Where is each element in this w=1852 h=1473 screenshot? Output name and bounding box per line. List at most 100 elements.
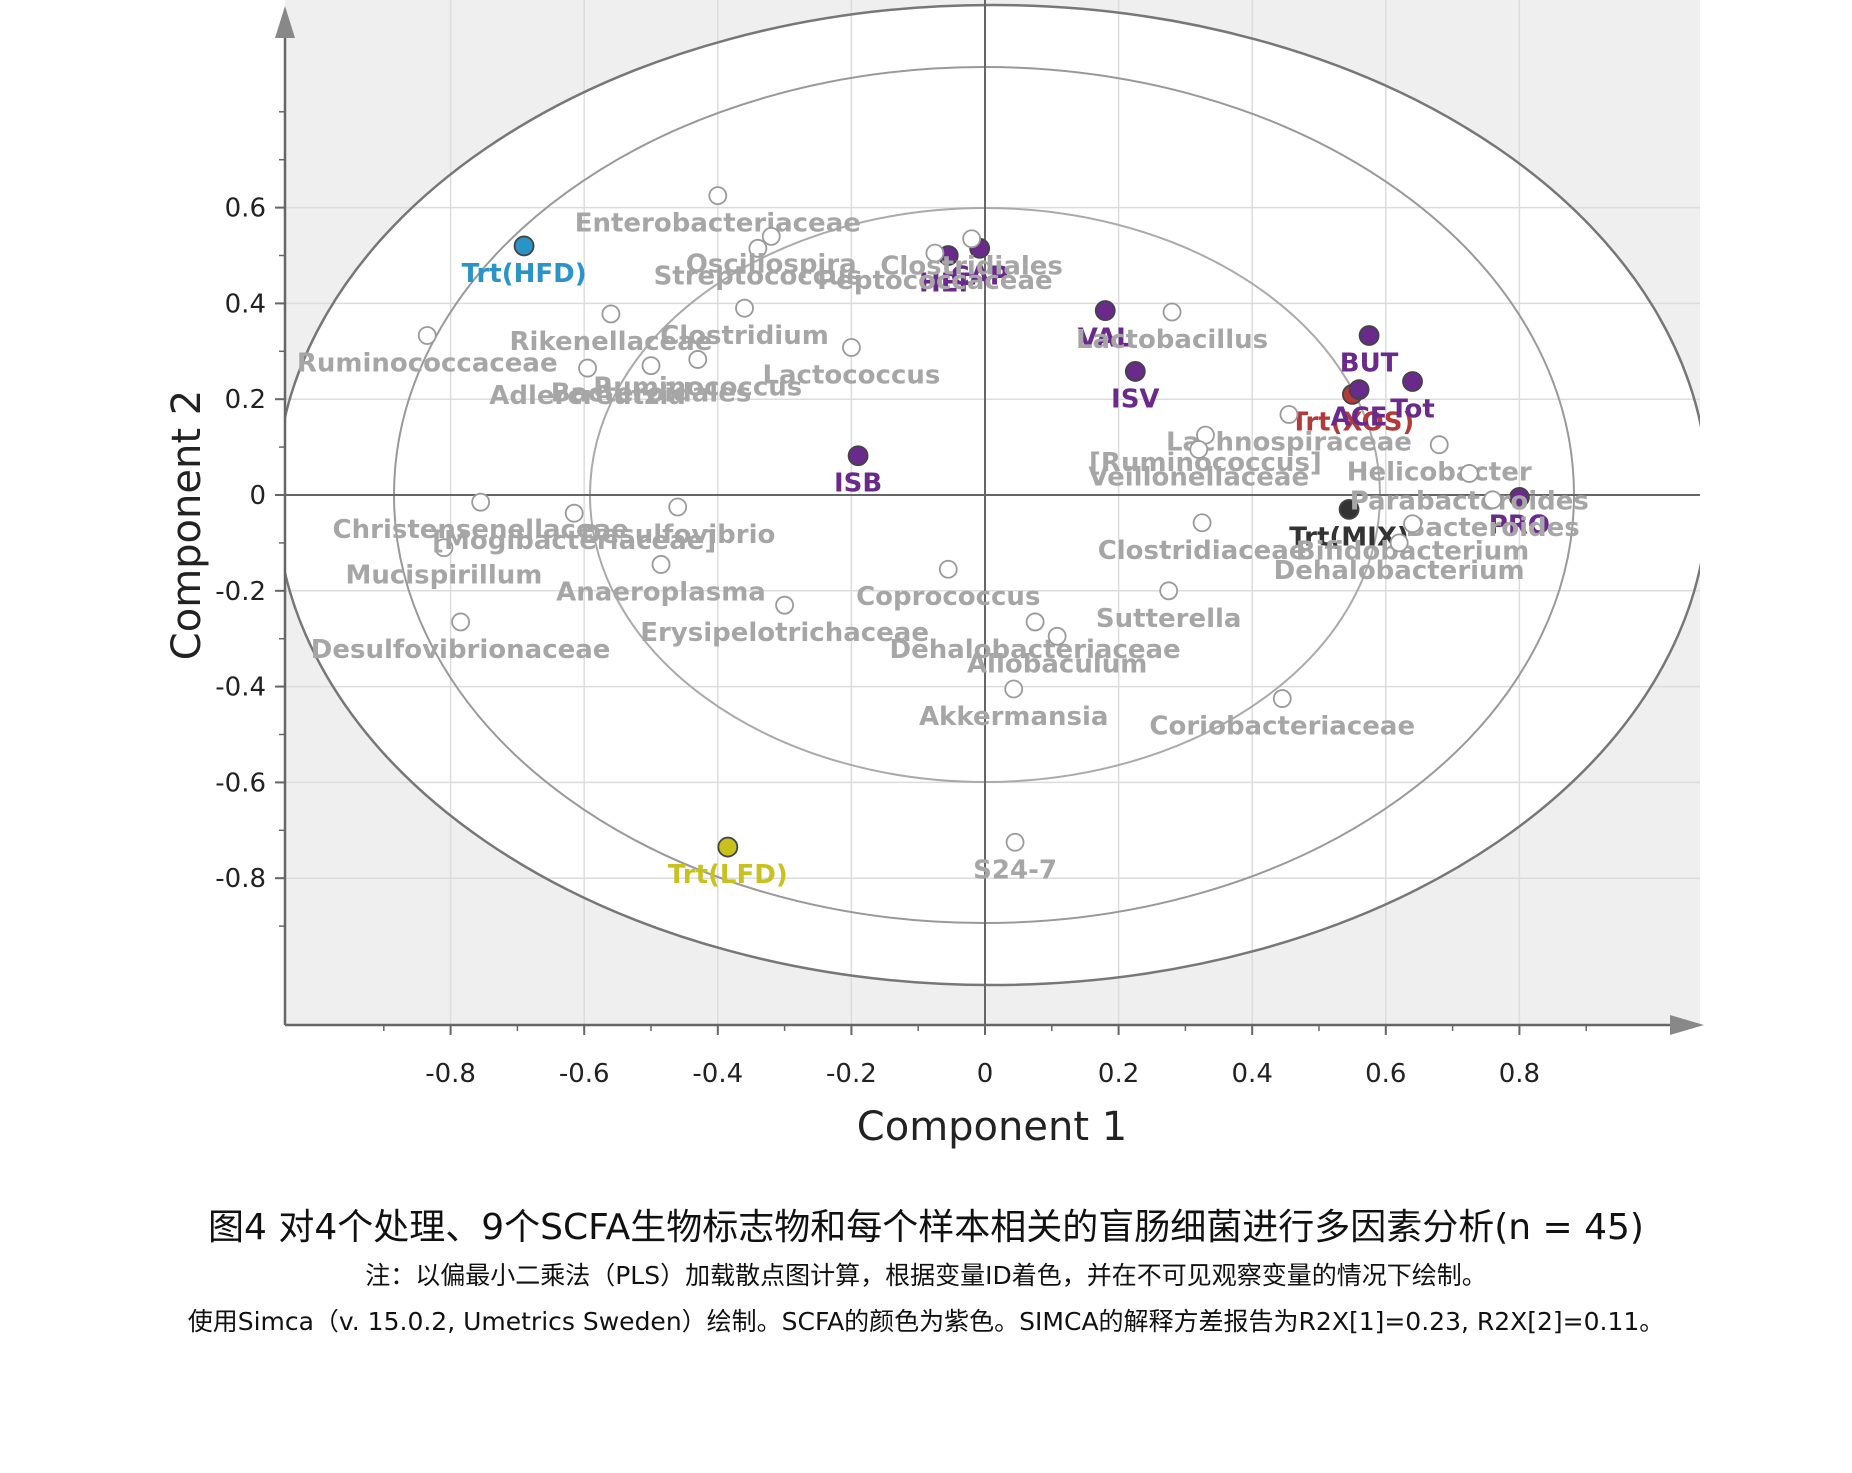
data-point-pro: [1509, 486, 1530, 508]
data-point-bacteroides: [1483, 490, 1503, 510]
point-label: Sutterella: [1096, 604, 1242, 634]
point-label: Trt(MIX): [1289, 522, 1409, 552]
point-label: BUT: [1340, 348, 1399, 378]
data-point-clostridiales: [962, 229, 982, 249]
y-tick-label: -0.2: [215, 577, 266, 607]
data-point-desulfovibrio: [668, 497, 688, 517]
y-axis-arrow: [275, 6, 295, 38]
y-tick-label: -0.4: [215, 673, 266, 703]
outer-shaded-region: [285, 0, 1700, 1025]
data-point-trt-mix: [1338, 498, 1360, 520]
point-label: Allobaculum: [967, 649, 1147, 679]
data-point-peptococcaceae: [925, 243, 945, 263]
point-label: Dehalobacteriaceae: [890, 635, 1181, 665]
point-label: Desulfovibrio: [580, 520, 775, 550]
data-point-but: [1358, 325, 1380, 346]
point-label: Coriobacteriaceae: [1149, 712, 1415, 742]
point-label: CAP: [951, 261, 1009, 291]
data-point-tot: [1402, 371, 1423, 392]
data-point-dehalobacteriaceae: [1025, 612, 1045, 632]
x-tick-label: -0.8: [425, 1059, 476, 1089]
point-label: Streptococcus: [654, 261, 863, 291]
data-point-lachnospiraceae: [1279, 405, 1299, 424]
data-point-mogibacteriaceae: [564, 503, 584, 523]
y-tick-label: 0.4: [225, 289, 266, 319]
point-label: [Mogibacteriaceae]: [432, 526, 716, 556]
data-point-enterobacteriaceae: [708, 186, 728, 206]
data-point-bacteroidales: [641, 356, 661, 376]
data-point-ace: [1348, 379, 1370, 401]
point-label: Enterobacteriaceae: [575, 209, 861, 239]
y-tick-label: -0.8: [215, 864, 266, 894]
data-point-mucispirillum: [434, 538, 454, 558]
data-point-clostridiaceae: [1192, 513, 1212, 533]
point-label: Akkermansia: [919, 702, 1109, 732]
point-label: Bacteroidales: [551, 379, 752, 409]
x-tick-label: 0.8: [1499, 1059, 1540, 1089]
point-label: Trt(HFD): [462, 259, 587, 289]
data-point-lactococcus: [842, 338, 861, 357]
point-label: Peptococcaceae: [817, 266, 1052, 296]
data-point-dehalobacterium: [1389, 533, 1409, 553]
point-label: Tot: [1390, 394, 1435, 424]
data-point-bifidobacterium: [1403, 514, 1422, 534]
point-label: Coprococcus: [856, 582, 1040, 612]
point-label: ISB: [834, 469, 882, 499]
point-label: Rikenellaceae: [509, 327, 712, 357]
data-point-akkermansia: [1004, 679, 1024, 699]
x-tick-label: 0.4: [1232, 1059, 1273, 1089]
data-point-coriobacteriaceae: [1272, 689, 1292, 708]
data-point-parabacteroides: [1459, 464, 1479, 483]
point-label: Helicobacter: [1347, 458, 1532, 488]
grid-lines: [285, 0, 1700, 1025]
point-label: Oscillospira: [686, 249, 857, 279]
point-label: Lactobacillus: [1076, 325, 1268, 355]
x-tick-label: -0.6: [559, 1059, 610, 1089]
point-label: Mucispirillum: [345, 561, 542, 591]
data-point-desulfovibrionaceae: [451, 612, 471, 632]
point-label: Bifidobacterium: [1296, 537, 1529, 567]
x-tick-label: 0: [977, 1059, 994, 1089]
data-point-trt-hfd: [513, 235, 535, 257]
point-label: Lactococcus: [762, 360, 940, 390]
figure-caption-note-line1: 注：以偏最小二乘法（PLS）加载散点图计算，根据变量ID着色，并在不可见观察变量…: [365, 1261, 1487, 1290]
data-point-isb: [847, 445, 869, 467]
x-tick-label: 0.6: [1365, 1059, 1406, 1089]
x-tick-label: -0.2: [826, 1059, 877, 1089]
point-label: Ruminococcaceae: [297, 348, 558, 378]
data-point-lactobacillus: [1162, 302, 1182, 322]
data-point-helicobacter: [1429, 435, 1449, 455]
data-point-trt-lfd: [717, 836, 739, 858]
point-label: Erysipelotrichaceae: [640, 618, 929, 648]
x-tick-label: 0.2: [1098, 1059, 1139, 1089]
point-label: Desulfovibrionaceae: [311, 635, 611, 665]
point-label: Ruminococcus: [593, 372, 802, 402]
point-label: Clostridiaceae: [1098, 536, 1307, 566]
figure-caption-note-line2: 使用Simca（v. 15.0.2, Umetrics Sweden）绘制。SC…: [187, 1307, 1665, 1336]
data-point-rikenellaceae: [601, 304, 621, 324]
figure-caption-title: 图4 对4个处理、9个SCFA生物标志物和每个样本相关的盲肠细菌进行多因素分析(…: [208, 1207, 1644, 1248]
data-point-erysipelotrichaceae: [775, 595, 794, 615]
point-label: Clostridiales: [880, 252, 1063, 282]
point-label: ISV: [1111, 384, 1160, 414]
outer-ellipse: [285, 3, 1700, 987]
data-point-veillonellaceae: [1189, 440, 1209, 459]
y-tick-label: 0: [249, 481, 266, 511]
x-tick-label: -0.4: [692, 1059, 743, 1089]
x-axis-arrow: [1670, 1015, 1704, 1035]
data-point-anaeroplasma: [651, 555, 671, 574]
y-tick-label: 0.2: [225, 385, 266, 415]
data-point-isv: [1124, 361, 1146, 382]
data-point-ruminococcus: [688, 350, 708, 369]
x-axis-title: Component 1: [857, 1104, 1127, 1150]
axis-ticks: -0.8 -0.6 -0.4 -0.2 0 0.2 0.4 0.6 0.8 0.6 0.4 0.2 0 -…: [215, 111, 1587, 1089]
point-label: Parabacteroides: [1350, 486, 1589, 516]
point-label: Veillonellaceae: [1088, 462, 1309, 492]
data-point-clostridium: [735, 298, 754, 318]
data-point-adlercreutzia: [578, 358, 597, 378]
point-label: VAL: [1078, 324, 1133, 354]
data-point-allobaculum: [1047, 626, 1067, 646]
point-label: PRO: [1489, 510, 1550, 540]
y-tick-label: -0.6: [215, 768, 266, 798]
